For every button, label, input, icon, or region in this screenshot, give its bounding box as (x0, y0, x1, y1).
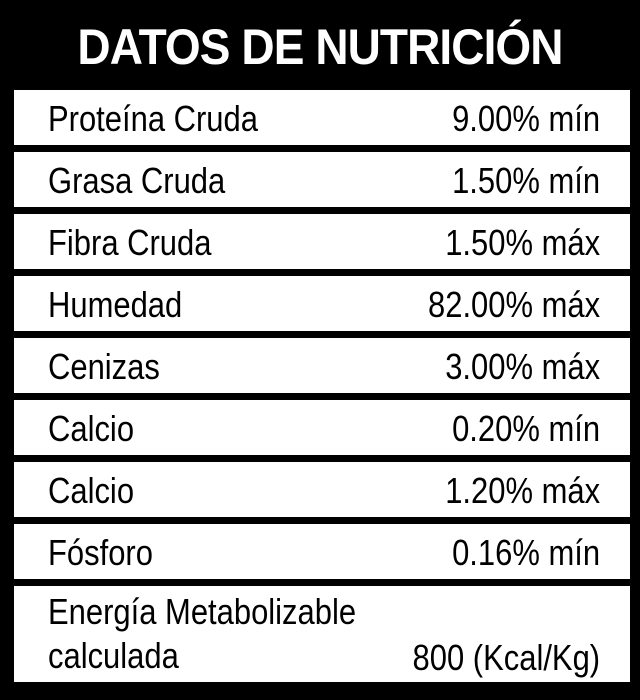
nutrient-label: Fósforo (48, 532, 153, 573)
nutrient-value: 0.20% mín (451, 408, 600, 449)
nutrient-value: 9.00% mín (451, 98, 600, 139)
nutrient-value: 1.20% máx (445, 470, 600, 511)
nutrition-row-phosphorus: Fósforo 0.16% mín (14, 524, 630, 579)
nutrition-row-protein: Proteína Cruda 9.00% mín (14, 90, 630, 145)
nutrient-value: 3.00% máx (445, 346, 600, 387)
nutrient-value: 1.50% mín (451, 160, 600, 201)
nutrient-label: Grasa Cruda (48, 160, 226, 201)
nutrient-value: 1.50% máx (445, 222, 600, 263)
nutrition-row-calcium-min: Calcio 0.20% mín (14, 400, 630, 455)
nutrient-label: Cenizas (48, 346, 160, 387)
nutrient-value: 0.16% mín (451, 532, 600, 573)
nutrition-row-fiber: Fibra Cruda 1.50% máx (14, 214, 630, 269)
energy-value: 800 (Kcal/Kg) (412, 637, 600, 678)
nutrition-row-moisture: Humedad 82.00% máx (14, 276, 630, 331)
nutrient-label: Calcio (48, 408, 135, 449)
nutrient-label: Humedad (48, 284, 183, 325)
nutrition-row-calcium-max: Calcio 1.20% máx (14, 462, 630, 517)
nutrition-row-fat: Grasa Cruda 1.50% mín (14, 152, 630, 207)
nutrition-table: Proteína Cruda 9.00% mín Grasa Cruda 1.5… (14, 90, 630, 682)
energy-label-line2: calculada (48, 635, 179, 676)
energy-label-line1: Energía Metabolizable (48, 591, 357, 632)
nutrient-value: 82.00% máx (427, 284, 600, 325)
nutrient-label: Proteína Cruda (48, 98, 258, 139)
nutrition-row-energy: Energía Metabolizable calculada 800 (Kca… (14, 586, 630, 682)
nutrient-label: Fibra Cruda (48, 222, 212, 263)
nutrient-label: Calcio (48, 470, 135, 511)
nutrition-row-ash: Cenizas 3.00% máx (14, 338, 630, 393)
energy-label: Energía Metabolizable calculada (48, 590, 392, 686)
nutrition-title: DATOS DE NUTRICIÓN (77, 19, 563, 75)
